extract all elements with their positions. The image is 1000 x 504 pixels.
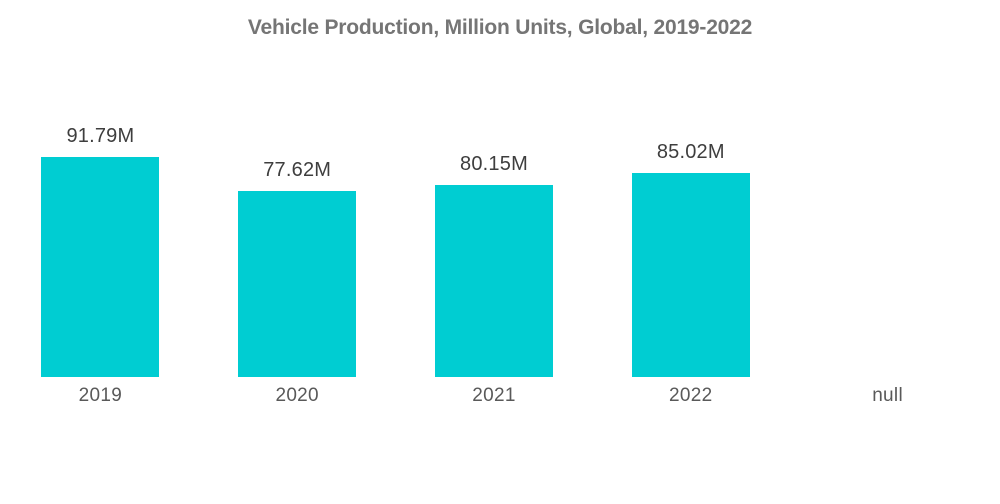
chart-column: 91.79M (2, 125, 199, 377)
bar-2021 (434, 185, 553, 377)
x-label-2022: 2022 (669, 385, 713, 406)
chart-column (789, 368, 986, 377)
bar-2020 (238, 191, 357, 377)
bar-value-label: 80.15M (460, 153, 528, 175)
x-label-null: null (872, 385, 903, 406)
chart-title: Vehicle Production, Million Units, Globa… (247, 16, 753, 39)
bar-value-label: 85.02M (656, 141, 725, 163)
bar-value-label: 77.62M (263, 159, 332, 181)
x-label-2021: 2021 (472, 385, 516, 406)
bar-chart-plot-area: 91.79M 77.62M 80.15M 85.02M (2, 0, 986, 377)
bar-value-label: 91.79M (66, 125, 135, 147)
chart-column: 85.02M (592, 141, 789, 377)
bar-2022 (631, 173, 750, 377)
x-axis: 2019 2020 2021 2022 null (2, 385, 986, 407)
bar-2019 (41, 157, 160, 377)
x-label-2019: 2019 (78, 385, 123, 406)
chart-column: 77.62M (199, 159, 396, 377)
x-label-2020: 2020 (275, 385, 319, 406)
chart-column: 80.15M (396, 153, 593, 377)
